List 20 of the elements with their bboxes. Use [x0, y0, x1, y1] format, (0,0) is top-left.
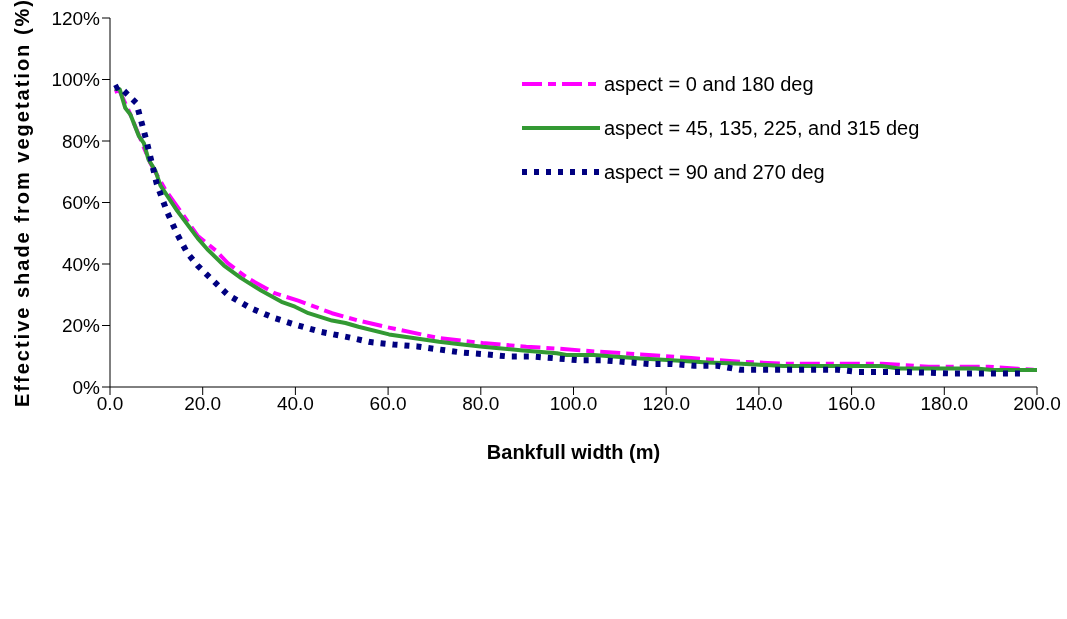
y-tick-label: 40% [61, 253, 101, 275]
y-tick-label: 100% [51, 69, 101, 91]
x-tick-label: 20.0 [184, 393, 222, 415]
x-tick-label: 120.0 [642, 393, 690, 415]
x-tick-label: 100.0 [549, 393, 598, 415]
legend-label: aspect = 0 and 180 deg [604, 72, 814, 96]
y-tick-label: 80% [61, 130, 101, 152]
y-tick-label: 120% [51, 7, 101, 29]
y-tick-label: 60% [61, 192, 101, 214]
x-tick-label: 180.0 [920, 393, 969, 415]
x-tick-label: 40.0 [276, 393, 314, 415]
x-tick-label: 200.0 [1013, 393, 1061, 415]
x-axis-title: Bankfull width (m) [486, 441, 661, 463]
legend-label: aspect = 45, 135, 225, and 315 deg [604, 116, 920, 140]
x-tick-label: 140.0 [735, 393, 783, 415]
legend-label: aspect = 90 and 270 deg [604, 160, 825, 184]
x-tick-label: 60.0 [369, 393, 407, 415]
x-tick-label: 80.0 [462, 393, 500, 415]
y-tick-label: 20% [61, 315, 101, 337]
x-tick-label: 160.0 [827, 393, 876, 415]
